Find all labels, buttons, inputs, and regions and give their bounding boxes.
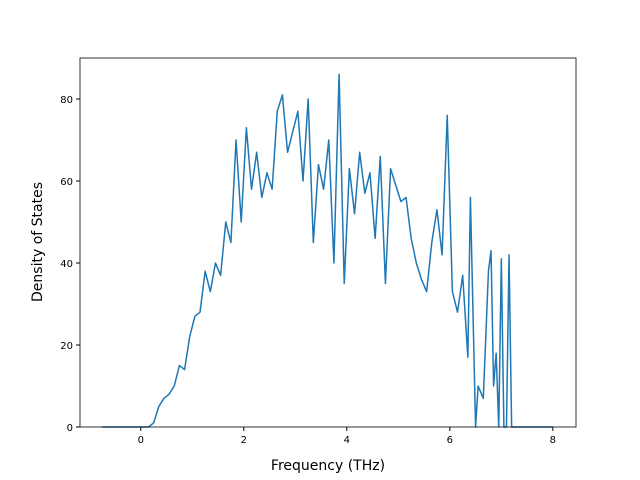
x-tick-label: 8 (550, 435, 556, 446)
y-tick-label: 40 (60, 259, 73, 270)
y-tick-label: 0 (67, 423, 73, 434)
x-tick-label: 6 (447, 435, 453, 446)
y-tick-label: 20 (60, 341, 73, 352)
x-axis-label: Frequency (THz) (271, 458, 385, 474)
y-tick-label: 80 (60, 95, 73, 106)
x-tick-label: 0 (138, 435, 144, 446)
x-tick-label: 4 (344, 435, 350, 446)
y-axis-label: Density of States (30, 182, 46, 302)
y-tick-label: 60 (60, 177, 73, 188)
x-tick-label: 2 (241, 435, 247, 446)
plot-frame (79, 57, 577, 428)
line (102, 73, 553, 428)
